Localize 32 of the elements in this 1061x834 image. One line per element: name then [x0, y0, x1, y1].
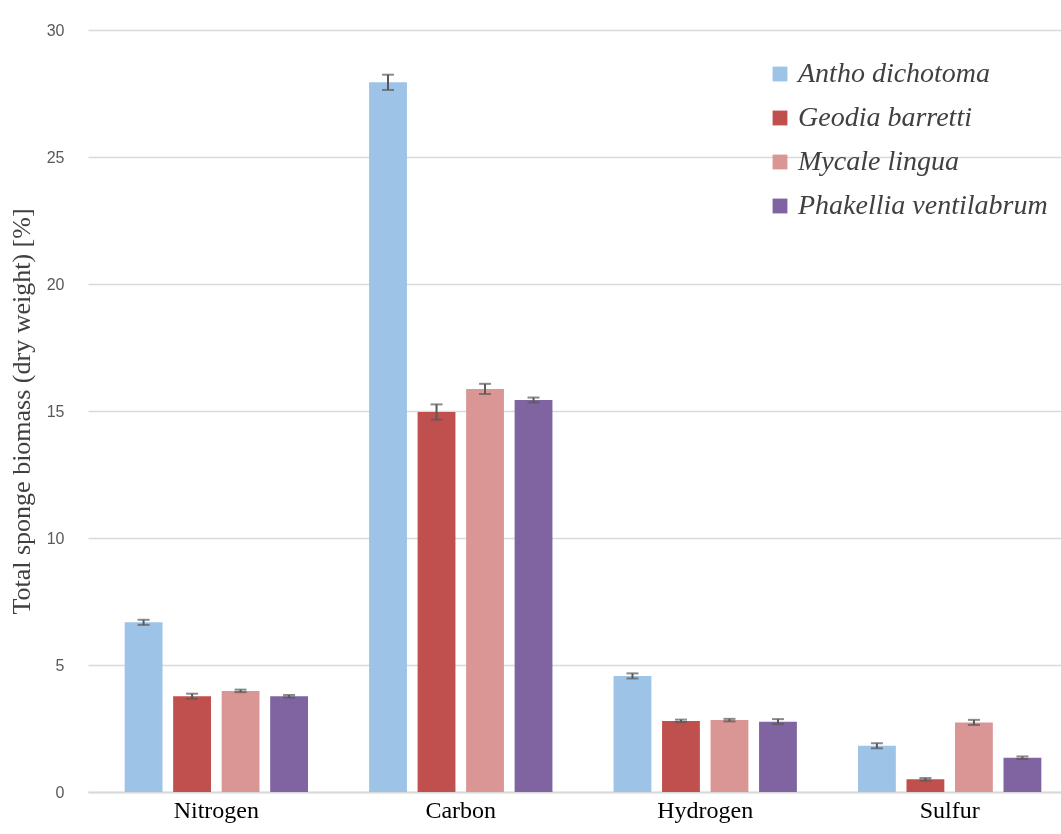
bar — [417, 412, 456, 792]
bar — [906, 779, 945, 792]
y-axis-title: Total sponge biomass (dry weight) [%] — [6, 208, 36, 615]
legend-label: Geodia barretti — [798, 101, 972, 132]
bar — [173, 696, 211, 792]
bar — [858, 745, 896, 792]
x-tick-label: Carbon — [425, 796, 497, 823]
y-tick-label: 20 — [46, 275, 65, 293]
bar — [514, 400, 553, 792]
y-tick-label: 15 — [46, 402, 65, 420]
x-tick-label: Sulfur — [919, 796, 980, 823]
bar — [270, 696, 308, 792]
legend-label: Mycale lingua — [797, 145, 959, 176]
legend-label: Antho dichotoma — [796, 57, 991, 88]
bar — [1003, 757, 1042, 792]
y-tick-label: 0 — [55, 783, 65, 801]
x-tick-label: Hydrogen — [657, 796, 754, 823]
y-tick-label: 25 — [46, 148, 65, 166]
bar — [124, 622, 163, 792]
bar — [710, 720, 749, 792]
bar — [466, 388, 504, 792]
bar — [662, 720, 700, 792]
bar — [221, 690, 260, 792]
y-tick-label: 5 — [55, 656, 65, 674]
bar — [369, 82, 407, 792]
bar — [613, 675, 652, 792]
legend-label: Phakellia ventilabrum — [797, 189, 1048, 220]
bar — [955, 722, 993, 792]
y-tick-label: 10 — [46, 529, 65, 547]
x-tick-label: Nitrogen — [173, 796, 259, 823]
bar — [759, 721, 797, 792]
y-tick-label: 30 — [46, 21, 65, 39]
